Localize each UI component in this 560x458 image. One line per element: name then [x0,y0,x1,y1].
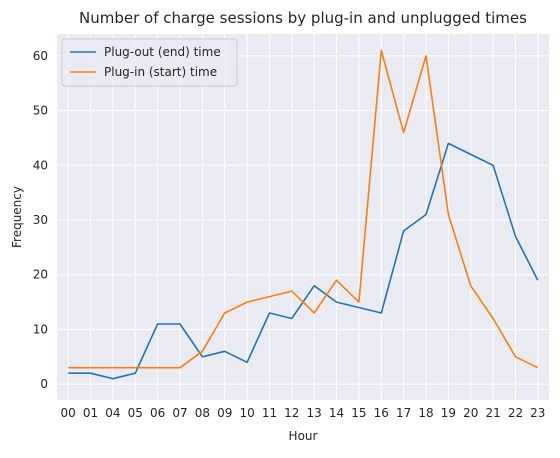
x-tick-label: 21 [485,406,500,420]
x-tick-label: 22 [508,406,523,420]
y-tick-label: 0 [40,377,48,391]
x-tick-label: 07 [172,406,187,420]
y-tick-label: 50 [33,104,48,118]
x-tick-label: 14 [329,406,344,420]
y-tick-label: 40 [33,158,48,172]
y-tick-label: 20 [33,268,48,282]
y-axis-label: Frequency [10,186,24,248]
x-tick-label: 15 [351,406,366,420]
y-tick-label: 10 [33,322,48,336]
plot-area [57,34,549,400]
legend-label-2: Plug-in (start) time [104,65,217,79]
x-tick-label: 17 [396,406,411,420]
x-tick-label: 11 [262,406,277,420]
x-tick-label: 12 [284,406,299,420]
legend: Plug-out (end) time Plug-in (start) time [62,39,237,86]
x-tick-label: 04 [105,406,120,420]
x-axis-ticks: 00 01 04 05 06 07 08 09 10 11 12 13 14 15 16 17 18 19 20 21… [61,406,546,420]
x-tick-label: 18 [418,406,433,420]
x-tick-label: 06 [150,406,165,420]
x-axis-label: Hour [289,429,318,443]
y-axis-ticks: 0 10 20 30 40 50 60 [33,49,48,391]
legend-label-1: Plug-out (end) time [104,45,221,59]
chart-title: Number of charge sessions by plug-in and… [79,9,527,27]
x-tick-label: 10 [239,406,254,420]
x-tick-label: 13 [307,406,322,420]
x-tick-label: 19 [441,406,456,420]
x-tick-label: 23 [530,406,545,420]
x-tick-label: 16 [374,406,389,420]
x-tick-label: 05 [128,406,143,420]
y-tick-label: 30 [33,213,48,227]
x-tick-label: 09 [217,406,232,420]
x-tick-label: 08 [195,406,210,420]
x-tick-label: 20 [463,406,478,420]
x-tick-label: 00 [61,406,76,420]
y-tick-label: 60 [33,49,48,63]
x-tick-label: 01 [83,406,98,420]
